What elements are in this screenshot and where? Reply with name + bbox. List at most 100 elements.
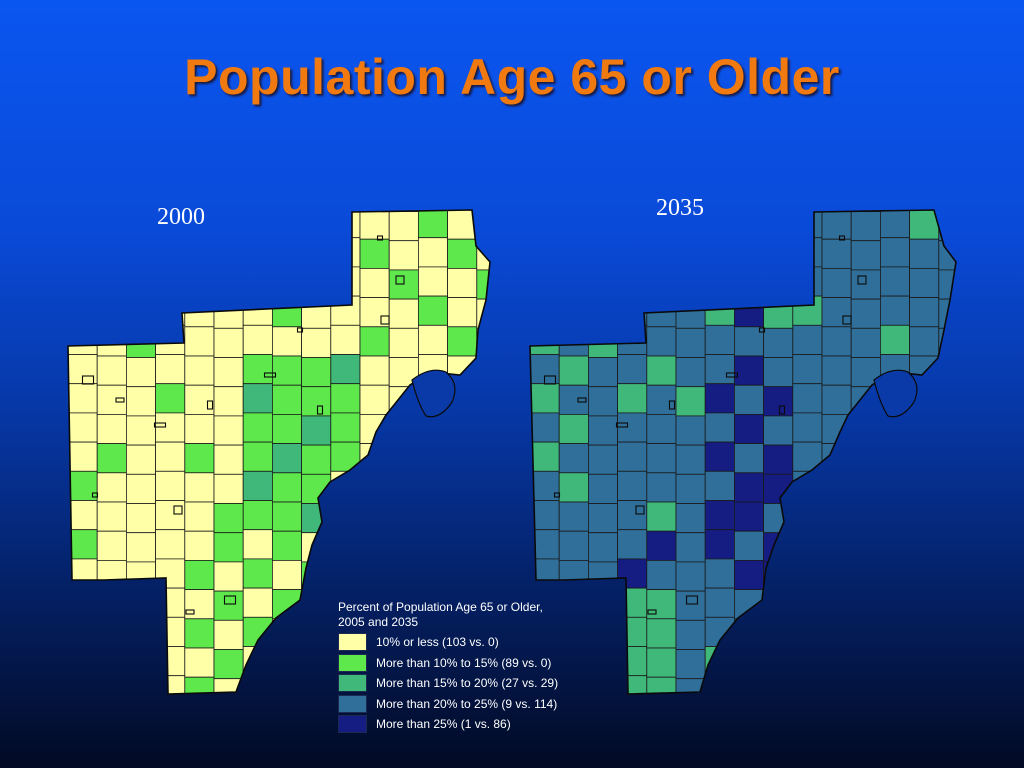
township-cell: [447, 560, 478, 591]
township-cell: [588, 415, 619, 446]
city-boundary: [185, 609, 195, 615]
township-cell: [617, 324, 648, 355]
township-cell: [476, 298, 490, 329]
township-cell: [734, 472, 765, 503]
township-cell: [126, 298, 157, 329]
township-cell: [155, 646, 186, 677]
township-cell: [242, 500, 273, 531]
township-cell: [734, 530, 765, 561]
township-cell: [96, 267, 127, 298]
township-cell: [792, 441, 823, 472]
township-cell: [68, 441, 98, 472]
legend-label: More than 20% to 25% (9 vs. 114): [376, 696, 558, 711]
township-cell: [213, 473, 244, 504]
township-cell: [588, 269, 619, 300]
township-cell: [126, 561, 157, 592]
township-cell: [558, 560, 589, 591]
township-cell: [271, 589, 302, 620]
township-cell: [704, 675, 735, 694]
legend-label: 10% or less (103 vs. 0): [376, 635, 499, 650]
township-cell: [330, 558, 361, 589]
township-cell: [242, 587, 273, 618]
city-boundary: [206, 400, 214, 410]
township-cell: [126, 649, 157, 680]
township-cell: [850, 298, 881, 329]
township-cell: [301, 240, 332, 271]
township-cell: [880, 529, 911, 560]
township-cell: [96, 384, 127, 415]
township-cell: [617, 266, 648, 297]
township-cell: [704, 412, 735, 443]
township-cell: [184, 501, 215, 532]
township-cell: [242, 210, 273, 239]
township-cell: [617, 470, 648, 501]
township-cell: [330, 383, 361, 414]
township-cell: [96, 589, 127, 620]
legend-item: 10% or less (103 vs. 0): [338, 632, 638, 653]
township-cell: [330, 210, 361, 239]
township-cell: [359, 384, 390, 415]
township-cell: [909, 238, 940, 269]
township-cell: [330, 441, 361, 472]
township-cell: [447, 238, 478, 269]
township-cell: [359, 210, 390, 240]
township-cell: [271, 326, 302, 357]
township-cell: [763, 211, 794, 242]
township-cell: [301, 619, 332, 650]
township-cell: [530, 210, 560, 239]
township-cell: [675, 240, 706, 271]
township-cell: [763, 327, 794, 358]
township-cell: [792, 500, 823, 531]
township-cell: [330, 266, 361, 297]
township-cell: [792, 210, 823, 239]
township-cell: [850, 532, 881, 563]
city-boundary: [263, 372, 277, 378]
township-cell: [126, 678, 157, 694]
township-cell: [675, 386, 706, 417]
township-cell: [909, 297, 940, 328]
township-cell: [530, 295, 560, 326]
township-cell: [763, 298, 794, 329]
township-cell: [68, 616, 98, 647]
township-cell: [213, 619, 244, 650]
township-cell: [938, 357, 956, 388]
township-cell: [213, 532, 244, 563]
township-cell: [588, 473, 619, 504]
township-cell: [68, 266, 98, 297]
city-boundary: [380, 315, 390, 325]
legend-item: More than 20% to 25% (9 vs. 114): [338, 694, 638, 715]
township-cell: [330, 237, 361, 268]
township-cell: [938, 561, 956, 592]
township-cell: [938, 473, 956, 504]
township-cell: [96, 443, 127, 474]
township-cell: [588, 561, 619, 592]
township-cell: [617, 500, 648, 531]
township-cell: [675, 298, 706, 329]
township-cell: [126, 211, 157, 242]
township-cell: [184, 413, 215, 444]
township-cell: [68, 675, 98, 694]
township-cell: [388, 298, 419, 329]
township-cell: [558, 501, 589, 532]
township-cell: [646, 413, 677, 444]
township-cell: [734, 210, 765, 240]
township-cell: [617, 529, 648, 560]
township-cell: [126, 269, 157, 300]
city-boundary: [668, 400, 676, 410]
township-cell: [909, 472, 940, 503]
township-cell: [242, 470, 273, 501]
township-cell: [96, 647, 127, 678]
township-cell: [476, 357, 490, 388]
township-cell: [646, 530, 677, 561]
township-cell: [880, 237, 911, 268]
township-cell: [880, 675, 911, 694]
township-cell: [301, 269, 332, 300]
township-cell: [68, 237, 98, 268]
township-cell: [359, 238, 390, 269]
township-cell: [909, 501, 940, 532]
township-cell: [821, 297, 852, 328]
township-cell: [646, 501, 677, 532]
township-cell: [476, 473, 490, 504]
township-cell: [880, 295, 911, 326]
city-boundary: [553, 492, 561, 498]
